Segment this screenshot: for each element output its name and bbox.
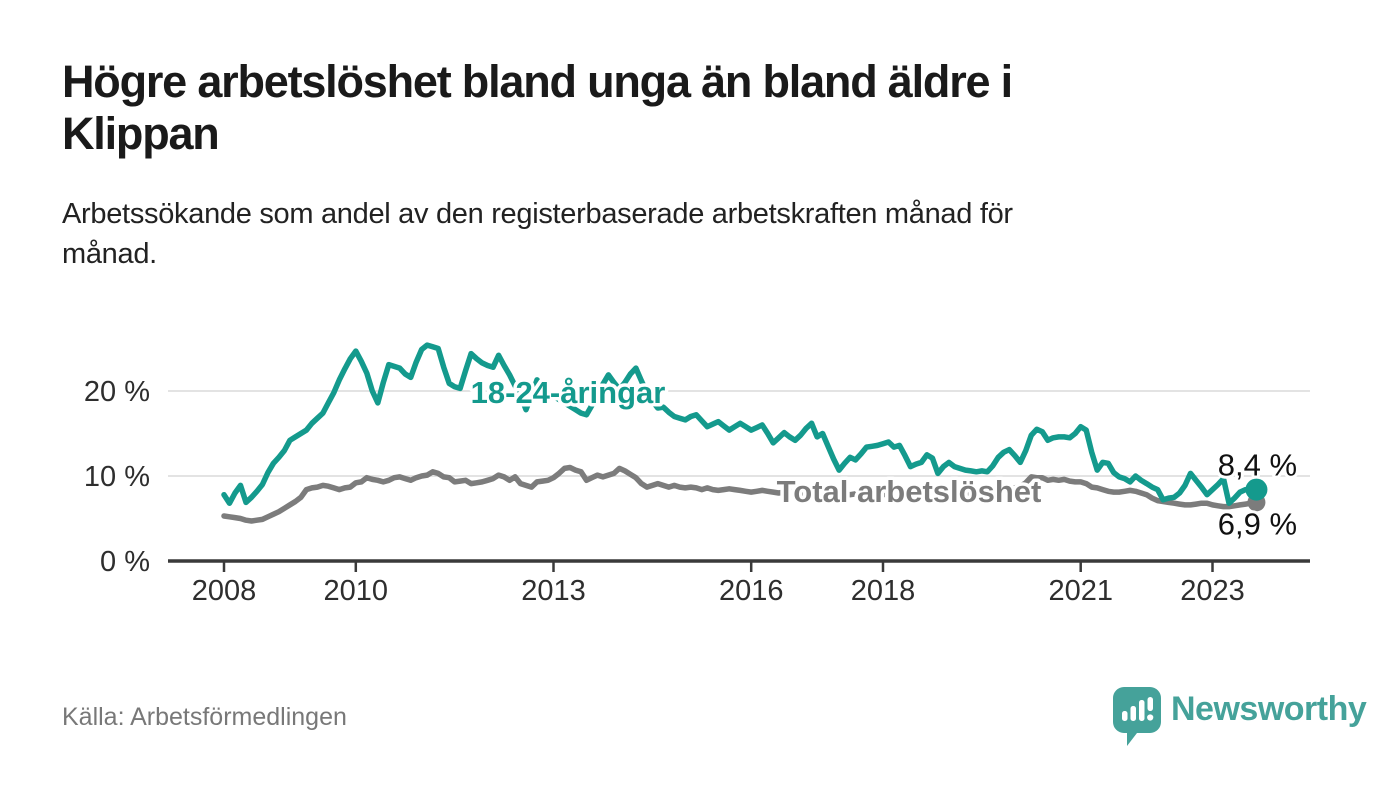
x-tick-label-2018: 2018 bbox=[851, 575, 916, 607]
series-label-Total arbetslöshet: Total arbetslöshet bbox=[777, 474, 1042, 509]
series-label-18-24-åringar: 18-24-åringar bbox=[471, 375, 666, 410]
x-tick-label-2008: 2008 bbox=[192, 575, 257, 607]
bar-medium bbox=[1130, 706, 1136, 721]
exclamation-dot bbox=[1147, 714, 1154, 721]
y-tick-label-10: 10 % bbox=[84, 461, 150, 493]
page-title: Högre arbetslöshet bland unga än bland ä… bbox=[62, 56, 1013, 160]
exclamation-bar bbox=[1147, 697, 1153, 711]
end-dot-18-24-åringar bbox=[1245, 478, 1268, 501]
brand-name: Newsworthy bbox=[1171, 690, 1367, 728]
series-line-Total arbetslöshet bbox=[221, 464, 1260, 524]
bar-large bbox=[1139, 700, 1145, 721]
newsworthy-logo: Newsworthy bbox=[1112, 686, 1367, 750]
chart-subtitle: Arbetssökande som andel av den registerb… bbox=[62, 198, 1013, 271]
x-tick-label-2010: 2010 bbox=[324, 575, 389, 607]
end-value-label-18-24-åringar: 8,4 % bbox=[1218, 448, 1297, 483]
x-tick-label-2013: 2013 bbox=[521, 575, 586, 607]
source-label: Källa: Arbetsförmedlingen bbox=[62, 703, 347, 731]
y-tick-label-0: 0 % bbox=[100, 546, 150, 578]
x-tick-label-2016: 2016 bbox=[719, 575, 784, 607]
end-value-label-Total arbetslöshet: 6,9 % bbox=[1218, 506, 1297, 541]
bar-small bbox=[1122, 711, 1128, 721]
x-tick-label-2021: 2021 bbox=[1048, 575, 1113, 607]
x-tick-label-2023: 2023 bbox=[1180, 575, 1245, 607]
newsworthy-bubble-chart-icon bbox=[1113, 687, 1161, 746]
y-tick-label-20: 20 % bbox=[84, 376, 150, 408]
series-line-18-24-åringar bbox=[221, 342, 1260, 506]
